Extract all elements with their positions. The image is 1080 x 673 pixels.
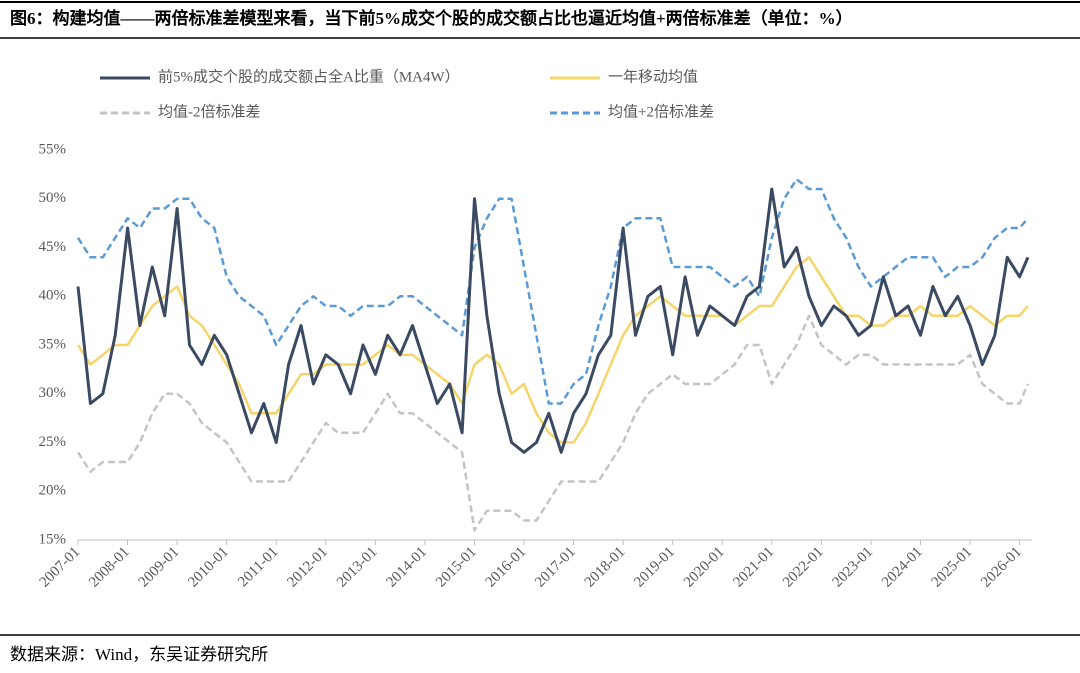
x-tick-label: 2025-01 — [929, 544, 976, 591]
x-tick-label: 2007-01 — [37, 544, 84, 591]
y-tick-label: 45% — [39, 239, 67, 255]
x-tick-label: 2018-01 — [582, 544, 629, 591]
y-tick-label: 50% — [39, 190, 67, 206]
series-line — [76, 314, 1030, 532]
x-tick-label: 2015-01 — [433, 544, 480, 591]
y-tick-label: 15% — [39, 531, 67, 547]
y-tick-label: 55% — [39, 141, 67, 157]
series-line — [76, 187, 1030, 454]
legend-label: 一年移动均值 — [608, 68, 698, 85]
x-tick-label: 2012-01 — [284, 544, 331, 591]
x-tick-label: 2009-01 — [136, 544, 183, 591]
y-tick-label: 20% — [39, 483, 67, 499]
x-tick-label: 2020-01 — [681, 544, 728, 591]
x-tick-label: 2014-01 — [383, 544, 430, 591]
y-tick-label: 25% — [39, 434, 67, 450]
x-tick-label: 2023-01 — [830, 544, 877, 591]
x-tick-label: 2011-01 — [235, 544, 281, 590]
chart-title: 图6：构建均值——两倍标准差模型来看，当下前5%成交个股的成交额占比也逼近均值+… — [10, 8, 853, 28]
legend-label: 前5%成交个股的成交额占全A比重（MA4W） — [158, 67, 460, 85]
x-tick-label: 2010-01 — [185, 544, 232, 591]
legend-label: 均值-2倍标准差 — [158, 103, 261, 120]
x-tick-label: 2026-01 — [978, 544, 1025, 591]
x-tick-label: 2008-01 — [86, 544, 133, 591]
x-tick-label: 2022-01 — [780, 544, 827, 591]
x-tick-label: 2016-01 — [483, 544, 530, 591]
x-tick-label: 2021-01 — [730, 544, 777, 591]
series-line — [76, 178, 1029, 405]
y-tick-label: 30% — [39, 385, 67, 401]
legend-label: 均值+2倍标准差 — [608, 103, 714, 120]
source: 数据来源：Wind，东吴证券研究所 — [10, 645, 268, 664]
y-tick-label: 35% — [39, 336, 67, 352]
x-tick-label: 2019-01 — [631, 544, 678, 591]
x-tick-label: 2024-01 — [879, 544, 926, 591]
x-tick-label: 2017-01 — [532, 544, 579, 591]
y-tick-label: 40% — [39, 288, 67, 304]
x-tick-label: 2013-01 — [334, 544, 381, 591]
